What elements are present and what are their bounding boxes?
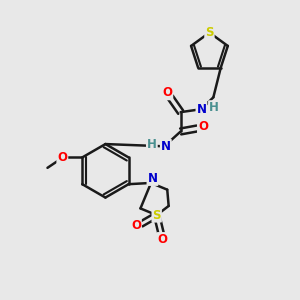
Text: N: N [161,140,171,153]
Text: O: O [198,121,208,134]
Text: S: S [205,26,214,39]
Text: O: O [57,151,67,164]
Text: N: N [148,172,158,185]
Text: H: H [209,101,219,114]
Text: O: O [162,86,172,99]
Text: H: H [147,138,157,151]
Text: O: O [158,233,168,246]
Text: O: O [131,219,141,232]
Text: S: S [152,208,161,222]
Text: N: N [196,103,206,116]
